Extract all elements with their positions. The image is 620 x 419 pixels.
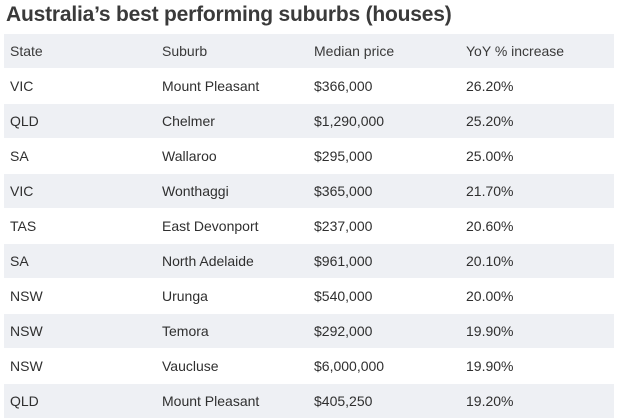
- suburb-cell: Wallaroo: [162, 148, 217, 164]
- suburb-cell: Chelmer: [162, 113, 215, 129]
- suburb-cell: Urunga: [162, 288, 208, 304]
- state-cell: VIC: [10, 78, 34, 94]
- column-header-suburb: Suburb: [162, 43, 208, 59]
- state-cell: VIC: [10, 183, 34, 199]
- median-price-cell: $366,000: [314, 78, 373, 94]
- table-row: VIC Wonthaggi $365,000 21.70%: [4, 174, 614, 209]
- yoy-increase-cell: 26.20%: [466, 78, 514, 94]
- median-price-cell: $961,000: [314, 253, 373, 269]
- suburb-cell: Vaucluse: [162, 358, 219, 374]
- page-title: Australia’s best performing suburbs (hou…: [6, 3, 452, 26]
- yoy-increase-cell: 20.00%: [466, 288, 514, 304]
- yoy-increase-cell: 19.20%: [466, 393, 514, 409]
- median-price-cell: $6,000,000: [314, 358, 385, 374]
- yoy-increase-cell: 21.70%: [466, 183, 514, 199]
- table-row: SA Wallaroo $295,000 25.00%: [4, 139, 614, 174]
- yoy-increase-cell: 19.90%: [466, 358, 514, 374]
- state-cell: SA: [10, 148, 29, 164]
- table-row: QLD Chelmer $1,290,000 25.20%: [4, 104, 614, 139]
- suburb-cell: North Adelaide: [162, 253, 254, 269]
- suburbs-table: State Suburb Median price YoY % increase…: [4, 34, 614, 419]
- state-cell: NSW: [10, 323, 43, 339]
- suburb-cell: Wonthaggi: [162, 183, 229, 199]
- suburb-cell: Mount Pleasant: [162, 78, 260, 94]
- median-price-cell: $1,290,000: [314, 113, 385, 129]
- state-cell: TAS: [10, 218, 37, 234]
- median-price-cell: $540,000: [314, 288, 373, 304]
- state-cell: NSW: [10, 288, 43, 304]
- state-cell: QLD: [10, 113, 39, 129]
- suburb-cell: East Devonport: [162, 218, 259, 234]
- median-price-cell: $405,250: [314, 393, 373, 409]
- median-price-cell: $365,000: [314, 183, 373, 199]
- state-cell: SA: [10, 253, 29, 269]
- yoy-increase-cell: 25.20%: [466, 113, 514, 129]
- column-header-median-price: Median price: [314, 43, 395, 59]
- table-header-row: State Suburb Median price YoY % increase: [4, 34, 614, 69]
- median-price-cell: $292,000: [314, 323, 373, 339]
- yoy-increase-cell: 19.90%: [466, 323, 514, 339]
- state-cell: NSW: [10, 358, 43, 374]
- table-row: VIC Mount Pleasant $366,000 26.20%: [4, 69, 614, 104]
- yoy-increase-cell: 25.00%: [466, 148, 514, 164]
- yoy-increase-cell: 20.60%: [466, 218, 514, 234]
- median-price-cell: $295,000: [314, 148, 373, 164]
- column-header-state: State: [10, 43, 43, 59]
- suburb-cell: Temora: [162, 323, 209, 339]
- median-price-cell: $237,000: [314, 218, 373, 234]
- table-row: NSW Temora $292,000 19.90%: [4, 314, 614, 349]
- yoy-increase-cell: 20.10%: [466, 253, 514, 269]
- table-row: QLD Mount Pleasant $405,250 19.20%: [4, 384, 614, 419]
- table-row: SA North Adelaide $961,000 20.10%: [4, 244, 614, 279]
- column-header-yoy-increase: YoY % increase: [466, 43, 565, 59]
- suburb-cell: Mount Pleasant: [162, 393, 260, 409]
- table-row: NSW Urunga $540,000 20.00%: [4, 279, 614, 314]
- table-row: NSW Vaucluse $6,000,000 19.90%: [4, 349, 614, 384]
- state-cell: QLD: [10, 393, 39, 409]
- table-row: TAS East Devonport $237,000 20.60%: [4, 209, 614, 244]
